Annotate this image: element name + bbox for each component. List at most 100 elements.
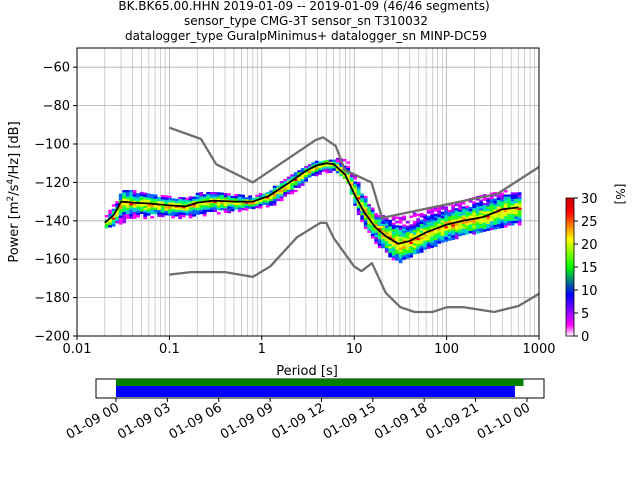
density-cell <box>388 219 392 223</box>
density-cell <box>139 196 144 199</box>
density-cell <box>514 196 518 200</box>
density-cell <box>297 183 301 186</box>
density-cell <box>237 196 242 199</box>
density-cell <box>493 213 497 217</box>
density-cell <box>220 201 224 204</box>
density-cell <box>206 192 210 195</box>
density-cell <box>454 236 459 240</box>
density-cell <box>328 168 333 171</box>
density-cell <box>423 223 427 226</box>
density-cell <box>475 215 480 219</box>
density-cell <box>514 198 518 202</box>
density-cell <box>325 164 329 167</box>
density-cell <box>300 179 305 182</box>
density-cell <box>367 204 371 207</box>
density-cell <box>433 220 438 223</box>
density-cell <box>125 196 130 200</box>
density-cell <box>276 192 280 195</box>
density-cell <box>178 212 182 215</box>
density-cell <box>461 213 466 216</box>
density-cell <box>164 206 168 209</box>
density-cell <box>111 210 116 214</box>
density-cell <box>461 217 466 220</box>
density-cell <box>479 199 483 202</box>
density-cell <box>223 201 228 205</box>
density-cell <box>440 213 445 217</box>
density-cell <box>475 226 480 230</box>
colorbar-tick-label: 25 <box>581 215 598 230</box>
density-cell <box>216 207 221 211</box>
density-cell <box>430 236 434 240</box>
density-cell <box>290 189 294 193</box>
density-cell <box>468 213 473 216</box>
density-cell <box>440 231 445 234</box>
density-cell <box>433 235 438 239</box>
density-cell <box>143 214 147 217</box>
density-cell <box>419 215 424 218</box>
density-cell <box>409 224 413 227</box>
density-cell <box>185 210 189 214</box>
density-cell <box>227 202 231 205</box>
density-cell <box>510 216 515 219</box>
density-cell <box>433 231 438 234</box>
density-cell <box>216 212 221 215</box>
density-cell <box>388 226 392 229</box>
density-cell <box>395 251 399 255</box>
density-cell <box>398 247 403 250</box>
density-cell <box>517 218 522 222</box>
density-cell <box>300 170 305 173</box>
density-cell <box>307 164 312 167</box>
density-cell <box>430 212 434 215</box>
density-cell <box>192 198 196 202</box>
density-cell <box>507 205 511 208</box>
density-cell <box>192 209 196 213</box>
density-cell <box>472 210 476 213</box>
density-cell <box>167 200 172 203</box>
density-cell <box>395 249 399 252</box>
density-cell <box>489 227 494 231</box>
density-cell <box>430 225 434 229</box>
density-cell <box>437 214 441 218</box>
density-cell <box>363 198 368 201</box>
density-cell <box>213 194 217 197</box>
density-cell <box>377 221 382 224</box>
density-cell <box>223 210 228 213</box>
density-cell <box>356 184 361 187</box>
density-cell <box>500 194 504 198</box>
density-cell <box>160 208 165 211</box>
density-cell <box>356 195 361 198</box>
density-cell <box>426 244 431 247</box>
density-cell <box>206 194 210 197</box>
density-cell <box>206 198 210 201</box>
density-cell <box>489 208 494 211</box>
density-cell <box>423 240 427 244</box>
density-cell <box>398 238 403 242</box>
density-cell <box>307 170 312 174</box>
density-cell <box>153 196 158 199</box>
density-cell <box>157 210 161 213</box>
density-cell <box>314 173 319 177</box>
density-cell <box>381 228 385 231</box>
density-cell <box>437 210 441 213</box>
density-cell <box>342 159 347 162</box>
density-cell <box>332 166 336 169</box>
density-cell <box>363 217 368 221</box>
density-cell <box>304 174 308 178</box>
density-cell <box>454 232 459 235</box>
density-cell <box>510 205 515 208</box>
density-cell <box>377 219 382 222</box>
density-cell <box>444 235 448 238</box>
density-cell <box>178 199 182 202</box>
density-cell <box>251 202 256 205</box>
density-cell <box>419 219 424 222</box>
density-cell <box>479 230 483 233</box>
density-cell <box>416 213 420 217</box>
density-cell <box>171 209 175 212</box>
density-cell <box>416 238 420 241</box>
density-cell <box>192 196 196 199</box>
density-cell <box>430 221 434 224</box>
density-cell <box>108 209 112 213</box>
density-cell <box>482 202 487 206</box>
density-cell <box>433 237 438 241</box>
density-cell <box>409 235 413 238</box>
